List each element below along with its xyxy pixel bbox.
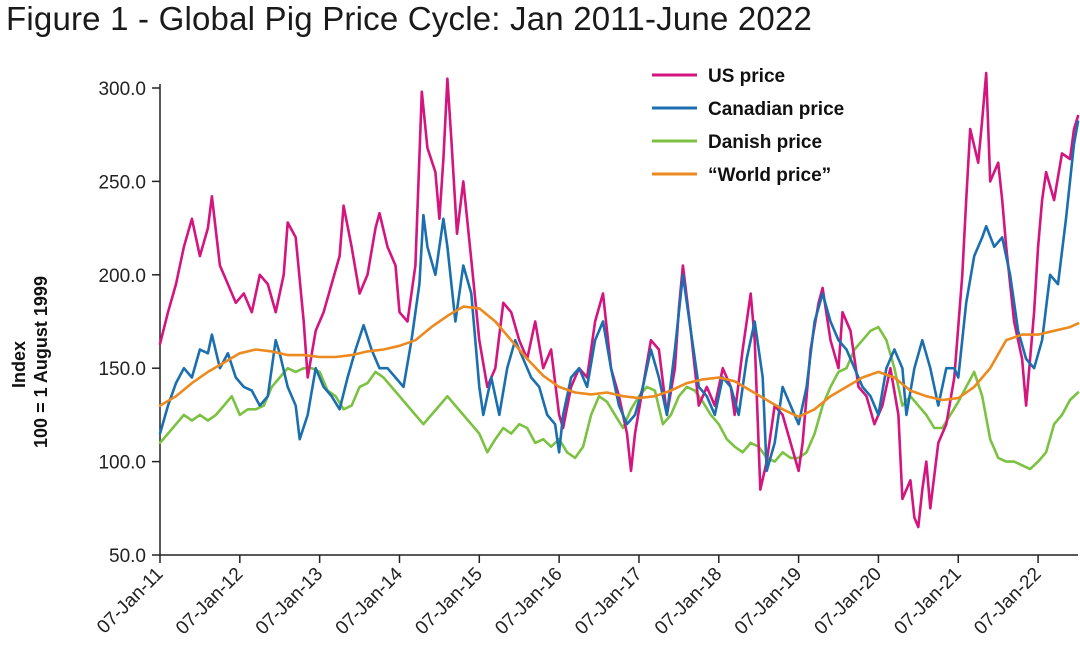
- page-title: Figure 1 - Global Pig Price Cycle: Jan 2…: [6, 0, 813, 37]
- x-tick-label: 07-Jan-18: [651, 564, 726, 639]
- x-tick-label: 07-Jan-11: [93, 564, 167, 638]
- series-lines: [158, 71, 1080, 529]
- legend-label: US price: [708, 66, 785, 87]
- y-tick-label: 100.0: [98, 453, 146, 474]
- series-line-2: [158, 325, 1080, 471]
- x-tick-label: 07-Jan-16: [491, 564, 566, 639]
- x-tick-label: 07-Jan-12: [172, 564, 247, 639]
- x-tick-label: 07-Jan-14: [332, 563, 408, 639]
- y-tick-label: 150.0: [98, 359, 146, 380]
- legend-label: “World price”: [708, 165, 831, 186]
- legend: US price Canadian price Danish price “World…: [652, 66, 844, 186]
- y-axis-title-line2: 100 = 1 August 1999: [31, 276, 51, 448]
- y-tick-label: 200.0: [98, 266, 146, 287]
- x-axis: 07-Jan-11 07-Jan-12 07-Jan-13 07-Jan-14 07-J…: [93, 554, 1078, 639]
- y-axis-title-line1: Index: [9, 341, 29, 388]
- y-axis-title: Index 100 = 1 August 1999: [9, 276, 51, 448]
- legend-label: Danish price: [708, 132, 822, 153]
- y-tick-label: 300.0: [98, 79, 146, 100]
- series-line-0: [158, 71, 1080, 529]
- x-tick-label: 07-Jan-17: [571, 564, 646, 639]
- series-line-3: [158, 305, 1080, 419]
- x-tick-label: 07-Jan-19: [731, 564, 806, 639]
- y-tick-label: 50.0: [109, 546, 146, 567]
- x-tick-label: 07-Jan-13: [252, 564, 327, 639]
- x-tick-label: 07-Jan-22: [970, 564, 1045, 639]
- series-line-1: [158, 120, 1080, 473]
- y-axis: 300.0 250.0 200.0 150.0 100.0 50.0: [98, 79, 161, 567]
- x-tick-label: 07-Jan-21: [890, 564, 965, 639]
- y-tick-label: 250.0: [98, 172, 146, 193]
- x-tick-label: 07-Jan-15: [411, 564, 486, 639]
- legend-label: Canadian price: [708, 99, 844, 120]
- x-tick-label: 07-Jan-20: [811, 564, 886, 639]
